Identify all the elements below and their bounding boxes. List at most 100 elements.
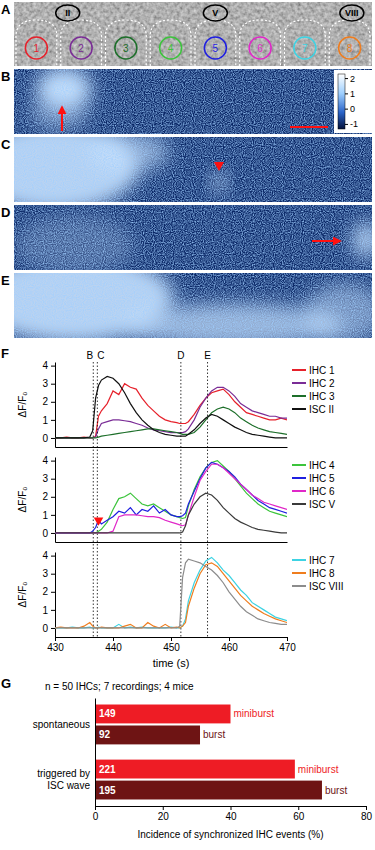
y-axis-tick-mark [51, 420, 55, 421]
legend-swatch [292, 477, 306, 479]
y-axis-tick-label: 3 [42, 378, 48, 389]
x-axis-tick: 430 [47, 637, 64, 653]
cell-roi [25, 37, 47, 59]
y-axis-tick-label: 2 [42, 396, 48, 407]
cell-roi [249, 37, 271, 59]
line-chart: F01234ΔF/F₀IHC 1IHC 2IHC 3ISC II [1, 346, 335, 448]
image-background [14, 2, 372, 66]
trace [55, 384, 287, 438]
cell-label: 3 [123, 43, 129, 54]
y-axis-tick-mark [51, 515, 55, 516]
image-panel-A [14, 2, 372, 66]
legend-entry: IHC 6 [309, 486, 335, 497]
y-axis-tick-label: 1 [42, 415, 48, 426]
y-axis-tick-mark [51, 574, 55, 575]
y-axis-tick-mark [51, 592, 55, 593]
legend-swatch [292, 382, 306, 384]
bar-count: 195 [99, 785, 116, 796]
plot-area [55, 557, 287, 628]
colorbar-tick [345, 78, 348, 79]
legend: IHC 4IHC 5IHC 6ISC V [292, 460, 335, 510]
bar [95, 725, 200, 744]
cell-label: 8 [347, 43, 353, 54]
y-axis-tick-mark [51, 628, 55, 629]
legend-entry: ISC VIII [309, 581, 343, 592]
x-axis-tick-mark [55, 637, 56, 641]
cell-label: 5 [213, 43, 219, 54]
legend: IHC 1IHC 2IHC 3ISC II [292, 365, 335, 415]
legend-entry: IHC 7 [309, 555, 335, 566]
cell-outline [16, 20, 57, 66]
chart-title: n = 50 IHCs; 7 recordings; 4 mice [45, 681, 194, 692]
x-axis-tick-label: 430 [47, 642, 64, 653]
bar-count: 149 [99, 708, 116, 719]
y-axis-line [55, 458, 56, 543]
trace [55, 559, 287, 628]
y-axis-tick: 4 [42, 360, 55, 371]
y-axis: 01234 [42, 455, 55, 542]
isc-roi [203, 5, 227, 21]
x-axis-tick: 470 [279, 637, 296, 653]
annotation-label: B [87, 350, 94, 361]
y-axis-tick-mark [51, 461, 55, 462]
scale-bar [290, 126, 328, 128]
y-axis-tick: 1 [42, 510, 55, 521]
x-axis-tick-mark [366, 806, 367, 810]
arrow [312, 240, 340, 242]
legend-swatch [292, 503, 306, 505]
x-axis: 020406080 [93, 806, 373, 822]
y-axis-tick-mark [51, 438, 55, 439]
image-noise [14, 69, 372, 134]
y-axis-tick: 3 [42, 568, 55, 579]
bar-series-label: miniburst [298, 764, 339, 775]
panel-label: B [1, 69, 10, 84]
isc-label: VIII [345, 8, 359, 18]
y-axis-line [55, 553, 56, 638]
y-axis-tick-mark [51, 533, 55, 534]
legend-entry: ISC II [309, 404, 334, 415]
cell-roi [294, 37, 316, 59]
panel-label: D [1, 205, 10, 220]
legend: IHC 7IHC 8ISC VIII [292, 555, 343, 592]
category-label-line: spontaneous [33, 719, 90, 730]
x-axis-tick-mark [229, 637, 230, 641]
cell-outline [329, 20, 370, 66]
plot-area [55, 376, 287, 437]
trace [55, 563, 287, 628]
cell-outline [106, 20, 147, 66]
bar-count: 221 [99, 764, 116, 775]
annotation-line [93, 362, 94, 637]
colorbar-tick-label: 0 [350, 104, 355, 114]
trace [55, 376, 287, 437]
y-axis-tick: 1 [42, 605, 55, 616]
y-axis-tick-label: 1 [42, 510, 48, 521]
y-axis-tick-mark [51, 402, 55, 403]
bar-chart: Gn = 50 IHCs; 7 recordings; 4 mice149min… [1, 676, 372, 840]
y-axis-tick-label: 3 [42, 568, 48, 579]
image-panel-A-labels: 12345678IIVVIII [34, 5, 364, 54]
figure-svg: 12345678IIVVIIIABCDE210-1F01234ΔF/F₀IHC … [0, 0, 375, 850]
bar-count: 92 [99, 729, 111, 740]
y-axis-tick: 0 [42, 528, 55, 539]
trace [55, 557, 287, 628]
cell-outline [150, 20, 191, 66]
y-axis-tick-mark [51, 366, 55, 367]
x-axis-tick-mark [171, 637, 172, 641]
y-axis-tick: 1 [42, 415, 55, 426]
legend-swatch [292, 490, 306, 492]
x-axis-tick-label: 440 [105, 642, 122, 653]
y-axis: 01234 [42, 550, 55, 637]
cell-roi [160, 37, 182, 59]
x-axis [56, 447, 288, 448]
x-axis-tick-label: 60 [293, 811, 305, 822]
image-texture [14, 2, 372, 66]
image-panel-C [14, 137, 372, 202]
y-axis-tick-label: 4 [42, 360, 48, 371]
trace [55, 461, 287, 533]
cell-label: 1 [34, 43, 40, 54]
colorbar-tick [345, 124, 348, 125]
annotation-line [207, 362, 208, 637]
y-axis [95, 699, 96, 807]
x-axis-tick: 20 [158, 806, 170, 822]
bar [95, 705, 231, 724]
